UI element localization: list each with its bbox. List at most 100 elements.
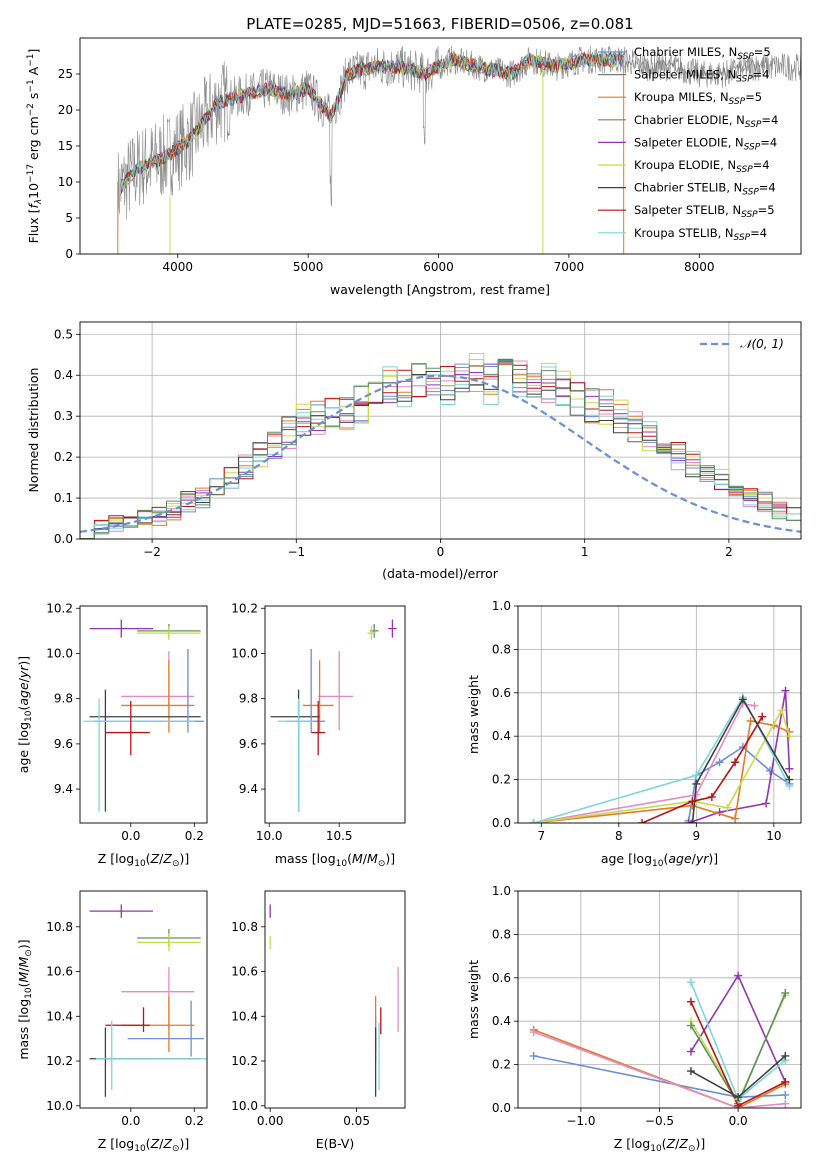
point-marker [738, 695, 747, 704]
errorbar-point [121, 996, 195, 1053]
point-marker [692, 790, 701, 799]
mass-vs-metallicity-panel: 0.0 0.2 10.0 10.2 10.4 10.6 10.8 Z [log10(Z/Z⊙)… [16, 890, 208, 1154]
mass-weight-vs-age-panel: 7 8 9 10 0.0 0.2 0.4 0.6 0.8 1.0 age [log10(age/yr… [466, 599, 802, 869]
y-tick-label: 10.2 [46, 601, 73, 615]
y-tick-label: 10.6 [46, 965, 73, 979]
y-tick-label: 9.4 [54, 782, 73, 796]
point-marker [715, 808, 724, 817]
point-marker [781, 1099, 790, 1108]
x-axis-label: wavelength [Angstrom, rest frame] [330, 282, 550, 297]
point-marker [686, 1067, 695, 1076]
histogram-series [80, 363, 801, 539]
x-tick-label: 0.0 [121, 829, 140, 843]
point-marker [692, 771, 701, 780]
model-curve [120, 51, 624, 195]
point-marker [777, 706, 786, 715]
errorbar-point [89, 689, 201, 812]
x-tick-label: 8000 [684, 260, 715, 274]
legend-label: Chabrier ELODIE, NSSP=4 [634, 113, 778, 130]
point-marker [529, 819, 538, 823]
y-tick-label: 0.2 [54, 450, 73, 464]
histogram-series [80, 358, 801, 539]
x-tick-label: 0.2 [185, 829, 204, 843]
y-tick-label: 10.2 [231, 1054, 258, 1068]
y-tick-label: 9.8 [54, 692, 73, 706]
model-curve [120, 51, 625, 195]
errorbar-point [270, 689, 320, 812]
x-axis-label: Z [log10(Z/Z⊙)] [98, 1136, 190, 1154]
axes-frame [79, 321, 802, 540]
age-vs-metallicity-panel: 0.0 0.2 9.4 9.6 9.8 10.0 10.2 Z [log10(Z/Z⊙)] ag… [16, 601, 208, 869]
x-tick-label: 5000 [293, 260, 324, 274]
y-tick-label: 0.4 [492, 1014, 511, 1028]
errorbar-point [388, 619, 397, 638]
x-tick-label: 6000 [423, 260, 454, 274]
errorbar-point [89, 619, 154, 638]
legend-label: Kroupa MILES, NSSP=5 [634, 90, 762, 107]
y-tick-label: 15 [58, 139, 73, 153]
y-tick-label: 20 [58, 103, 73, 117]
weight-lines [529, 971, 790, 1108]
spectrum-panel: 4000 5000 6000 7000 8000 0 5 10 15 20 25 Chabrier M… [26, 37, 802, 297]
y-tick-label: 10.4 [231, 1009, 258, 1023]
weight-series [533, 1029, 786, 1108]
errorbar-point [121, 967, 195, 1030]
histogram-panel: −2 −1 0 1 2 0.0 0.1 0.2 0.3 0.4 0.5 𝒩(0, 1) (data-mo… [26, 321, 802, 581]
point-marker [638, 819, 647, 823]
y-tick-label: 0 [65, 247, 73, 261]
y-tick-label: 0.2 [492, 1058, 511, 1072]
y-axis-label: age [log10(age/yr)] [16, 656, 34, 773]
point-marker [529, 1051, 538, 1060]
point-marker [781, 1090, 790, 1099]
point-marker [781, 686, 790, 695]
weight-series [533, 720, 790, 823]
y-tick-label: 0.5 [54, 327, 73, 341]
weight-series [533, 1031, 786, 1108]
y-tick-label: 0.8 [492, 642, 511, 656]
axes-frame [264, 605, 406, 824]
model-curve [120, 52, 625, 195]
y-tick-label: 9.4 [239, 782, 258, 796]
point-marker [707, 792, 716, 801]
point-marker [715, 758, 724, 767]
point-marker [758, 712, 767, 721]
x-axis-label: mass [log10(M/M⊙)] [275, 851, 395, 869]
errorbar-point [318, 651, 354, 731]
errorbar-point [137, 626, 201, 640]
y-tick-label: 1.0 [492, 884, 511, 898]
x-tick-label: 8 [615, 829, 623, 843]
histogram-series [80, 359, 801, 539]
legend-label: Salpeter STELIB, NSSP=5 [634, 203, 775, 220]
y-tick-label: 10.8 [231, 920, 258, 934]
errorbar-point [105, 1007, 150, 1032]
age-vs-mass-panel: 10.0 10.5 9.4 9.6 9.8 10.0 10.2 mass [log10(M/M… [231, 601, 406, 869]
weight-series [533, 695, 791, 823]
y-axis-label: mass weight [466, 675, 481, 754]
x-tick-label: −1 [287, 545, 305, 559]
errorbar-point [95, 1020, 207, 1091]
errorbars [83, 619, 204, 812]
mass-weight-vs-metallicity-panel: −1.0 −0.5 0.0 0.0 0.2 0.4 0.6 0.8 1.0 Z [log10(Z/… [466, 884, 802, 1154]
errorbar-point [367, 626, 376, 640]
legend-label: Chabrier STELIB, NSSP=4 [634, 181, 776, 198]
errorbars [269, 904, 399, 1097]
point-marker [734, 971, 743, 980]
x-axis-label: E(B-V) [316, 1136, 355, 1151]
y-tick-label: 10.0 [231, 1099, 258, 1113]
x-axis-label: Z [log10(Z/Z⊙)] [98, 851, 190, 869]
x-tick-label: 2 [725, 545, 733, 559]
axes-frame [79, 37, 802, 255]
errorbar-point [121, 660, 195, 733]
point-marker [686, 997, 695, 1006]
y-tick-label: 10.6 [231, 965, 258, 979]
errorbar-point [89, 1027, 201, 1097]
weight-lines [529, 686, 794, 823]
y-tick-label: 9.8 [239, 692, 258, 706]
x-tick-label: −0.5 [645, 1114, 674, 1128]
x-tick-label: 0.00 [257, 1114, 284, 1128]
y-axis-label: mass weight [466, 960, 481, 1039]
errorbar-point [311, 700, 326, 756]
x-tick-label: 10 [766, 829, 781, 843]
y-tick-label: 10.0 [231, 646, 258, 660]
